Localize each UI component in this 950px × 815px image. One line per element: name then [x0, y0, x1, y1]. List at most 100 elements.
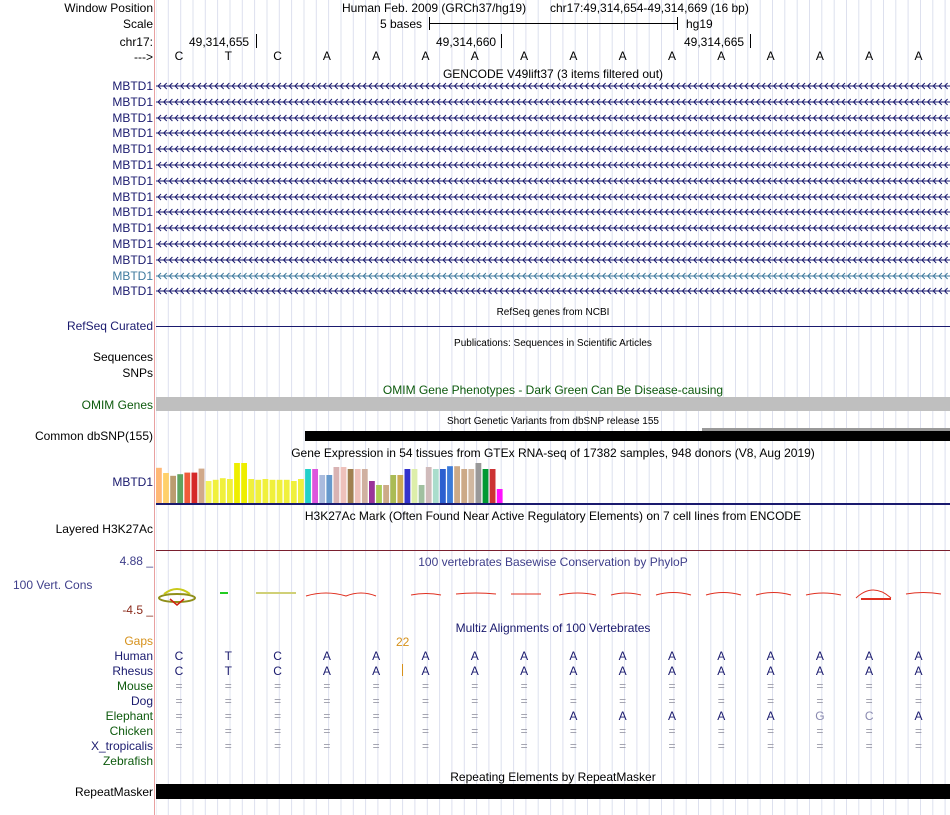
- gencode-transcript[interactable]: [156, 142, 950, 156]
- repeatmasker-bar[interactable]: [156, 784, 950, 799]
- gtex-tissue-bar[interactable]: [319, 475, 326, 503]
- gtex-tissue-bar[interactable]: [482, 469, 489, 503]
- gtex-tissue-bar[interactable]: [440, 469, 446, 503]
- publications-label[interactable]: Sequences: [92, 350, 153, 364]
- gtex-tissue-bar[interactable]: [376, 485, 382, 503]
- gencode-item-label[interactable]: MBTD1: [112, 268, 153, 283]
- gtex-tissue-bar[interactable]: [227, 479, 233, 503]
- gtex-tissue-bar[interactable]: [255, 479, 262, 503]
- gencode-item-label[interactable]: MBTD1: [112, 110, 153, 125]
- gtex-tissue-bar[interactable]: [425, 467, 432, 503]
- gtex-tissue-bar[interactable]: [276, 479, 283, 503]
- gtex-tissue-bar[interactable]: [170, 475, 176, 503]
- gtex-tissue-bar[interactable]: [454, 466, 460, 503]
- gaps-label[interactable]: Gaps: [124, 634, 153, 648]
- gtex-tissue-bar[interactable]: [290, 481, 297, 503]
- species-label[interactable]: X_tropicalis: [90, 739, 153, 753]
- gtex-tissue-bar[interactable]: [212, 479, 219, 503]
- gencode-transcript[interactable]: [156, 253, 950, 267]
- gtex-tissue-bar[interactable]: [475, 463, 482, 503]
- cons-label[interactable]: 100 Vert. Cons: [13, 578, 93, 592]
- gtex-tissue-bar[interactable]: [248, 479, 255, 503]
- gtex-tissue-bar[interactable]: [177, 474, 184, 503]
- gtex-tissue-bar[interactable]: [390, 475, 397, 503]
- repeatmasker-label[interactable]: RepeatMasker: [74, 785, 153, 799]
- gtex-tissue-bar[interactable]: [354, 469, 361, 503]
- gencode-transcript[interactable]: [156, 79, 950, 93]
- gtex-tissue-bar[interactable]: [269, 479, 276, 503]
- gencode-item-label[interactable]: MBTD1: [112, 158, 153, 172]
- gtex-tissue-bar[interactable]: [305, 469, 311, 503]
- gtex-tissue-bar[interactable]: [432, 469, 439, 503]
- gtex-tissue-bar[interactable]: [489, 469, 496, 503]
- omim-label[interactable]: OMIM Genes: [81, 398, 153, 412]
- gencode-transcript[interactable]: [156, 190, 950, 204]
- gtex-tissue-bar[interactable]: [447, 466, 453, 503]
- gtex-tissue-bar[interactable]: [369, 481, 375, 503]
- gencode-transcript[interactable]: [156, 111, 950, 125]
- species-label[interactable]: Human: [114, 649, 153, 663]
- gencode-item-label[interactable]: MBTD1: [112, 173, 153, 188]
- gtex-tissue-bar[interactable]: [383, 485, 389, 503]
- gtex-tissue-bar[interactable]: [191, 472, 198, 503]
- gtex-tissue-bar[interactable]: [184, 472, 191, 503]
- gencode-transcript[interactable]: [156, 174, 950, 188]
- gencode-transcript[interactable]: [156, 237, 950, 251]
- gtex-tissue-bar[interactable]: [241, 463, 247, 503]
- gencode-item-label[interactable]: MBTD1: [112, 205, 153, 220]
- gtex-tissue-bar[interactable]: [347, 469, 354, 503]
- gencode-item-label[interactable]: MBTD1: [112, 79, 153, 93]
- gencode-item-label[interactable]: MBTD1: [112, 189, 153, 204]
- gtex-tissue-bar[interactable]: [283, 479, 290, 503]
- gtex-tissue-bar[interactable]: [468, 469, 475, 503]
- conservation-wiggle[interactable]: [156, 586, 950, 606]
- gtex-tissue-bar[interactable]: [340, 467, 347, 503]
- gencode-item-label[interactable]: MBTD1: [112, 126, 153, 141]
- gtex-tissue-bar[interactable]: [397, 475, 404, 503]
- gtex-tissue-bar[interactable]: [312, 469, 318, 503]
- gtex-tissue-bar[interactable]: [461, 469, 468, 503]
- gencode-transcript[interactable]: [156, 95, 950, 109]
- dbsnp-label[interactable]: Common dbSNP(155): [34, 429, 153, 443]
- gtex-tissue-bar[interactable]: [205, 481, 212, 503]
- gtex-label[interactable]: MBTD1: [112, 475, 153, 489]
- omim-bar[interactable]: [156, 397, 950, 411]
- species-label[interactable]: Rhesus: [112, 664, 153, 678]
- gencode-item-label[interactable]: MBTD1: [112, 142, 153, 157]
- gtex-tissue-bar[interactable]: [496, 489, 503, 503]
- h3k27ac-label[interactable]: Layered H3K27Ac: [55, 522, 153, 536]
- gencode-item-label[interactable]: MBTD1: [112, 94, 153, 109]
- gencode-item-label[interactable]: MBTD1: [112, 252, 153, 267]
- gtex-tissue-bar[interactable]: [234, 463, 240, 503]
- gtex-tissue-bar[interactable]: [418, 485, 425, 503]
- gencode-transcript[interactable]: [156, 221, 950, 235]
- species-label[interactable]: Dog: [130, 694, 153, 708]
- gencode-transcript[interactable]: [156, 126, 950, 140]
- gtex-tissue-bar[interactable]: [163, 473, 169, 503]
- gencode-item-label[interactable]: MBTD1: [112, 221, 153, 236]
- species-label[interactable]: Chicken: [109, 724, 153, 738]
- dbsnp-variant-bar[interactable]: [305, 431, 950, 441]
- gencode-transcript[interactable]: [156, 205, 950, 219]
- species-label[interactable]: Mouse: [116, 679, 153, 693]
- gtex-tissue-bar[interactable]: [361, 469, 368, 503]
- gencode-transcript[interactable]: [156, 158, 950, 172]
- gencode-item-label[interactable]: MBTD1: [112, 237, 153, 251]
- gtex-tissue-bar[interactable]: [404, 469, 411, 503]
- position-text[interactable]: chr17:49,314,654-49,314,669 (16 bp): [550, 1, 749, 15]
- gtex-tissue-bar[interactable]: [262, 479, 269, 503]
- gencode-transcript[interactable]: [156, 269, 950, 283]
- snps-label[interactable]: SNPs: [122, 366, 153, 380]
- gtex-tissue-bar[interactable]: [326, 475, 333, 503]
- gtex-tissue-bar[interactable]: [219, 478, 226, 503]
- dbsnp-variant-bar-2[interactable]: [702, 428, 950, 431]
- gtex-bar-chart[interactable]: [156, 461, 950, 503]
- species-label[interactable]: Elephant: [105, 709, 153, 723]
- gtex-tissue-bar[interactable]: [411, 469, 418, 503]
- gtex-tissue-bar[interactable]: [333, 467, 340, 503]
- gencode-item-label[interactable]: MBTD1: [112, 284, 153, 299]
- refseq-label[interactable]: RefSeq Curated: [66, 319, 153, 333]
- species-label[interactable]: Zebrafish: [102, 754, 153, 768]
- gencode-transcript[interactable]: [156, 284, 950, 298]
- gtex-tissue-bar[interactable]: [198, 468, 205, 503]
